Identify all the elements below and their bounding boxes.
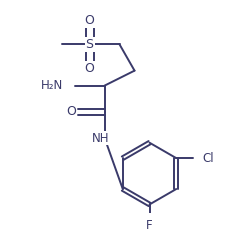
- Text: F: F: [146, 219, 153, 231]
- Text: H₂N: H₂N: [41, 79, 63, 92]
- Text: O: O: [85, 62, 94, 75]
- Text: NH: NH: [92, 131, 110, 145]
- Text: Cl: Cl: [202, 152, 214, 165]
- Text: O: O: [66, 105, 76, 118]
- Text: S: S: [86, 38, 94, 51]
- Text: O: O: [85, 14, 94, 27]
